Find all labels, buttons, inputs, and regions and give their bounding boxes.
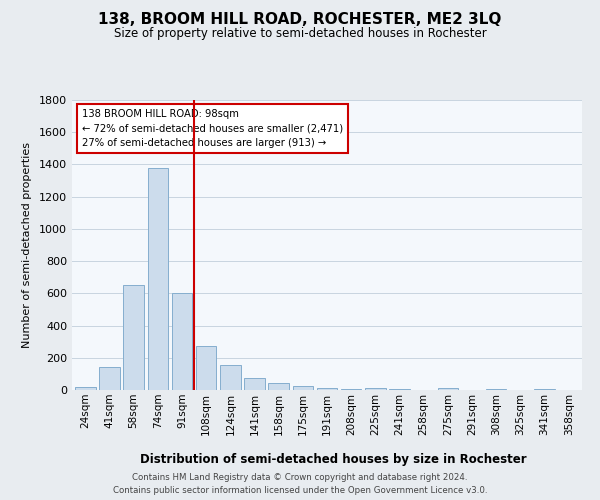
Y-axis label: Number of semi-detached properties: Number of semi-detached properties <box>22 142 32 348</box>
Bar <box>534 389 555 390</box>
Bar <box>317 388 337 390</box>
Bar <box>244 378 265 390</box>
Bar <box>437 388 458 390</box>
Bar <box>99 366 120 390</box>
Text: Distribution of semi-detached houses by size in Rochester: Distribution of semi-detached houses by … <box>140 452 526 466</box>
Bar <box>124 286 144 390</box>
Text: 138, BROOM HILL ROAD, ROCHESTER, ME2 3LQ: 138, BROOM HILL ROAD, ROCHESTER, ME2 3LQ <box>98 12 502 28</box>
Bar <box>75 387 95 390</box>
Bar <box>196 346 217 390</box>
Bar <box>389 389 410 390</box>
Bar <box>148 168 168 390</box>
Bar <box>172 294 192 390</box>
Bar <box>268 383 289 390</box>
Bar <box>293 386 313 390</box>
Bar <box>220 365 241 390</box>
Text: 138 BROOM HILL ROAD: 98sqm
← 72% of semi-detached houses are smaller (2,471)
27%: 138 BROOM HILL ROAD: 98sqm ← 72% of semi… <box>82 108 343 148</box>
Bar <box>365 388 386 390</box>
Bar <box>486 389 506 390</box>
Text: Size of property relative to semi-detached houses in Rochester: Size of property relative to semi-detach… <box>113 28 487 40</box>
Bar <box>341 389 361 390</box>
Text: Contains HM Land Registry data © Crown copyright and database right 2024.
Contai: Contains HM Land Registry data © Crown c… <box>113 473 487 495</box>
